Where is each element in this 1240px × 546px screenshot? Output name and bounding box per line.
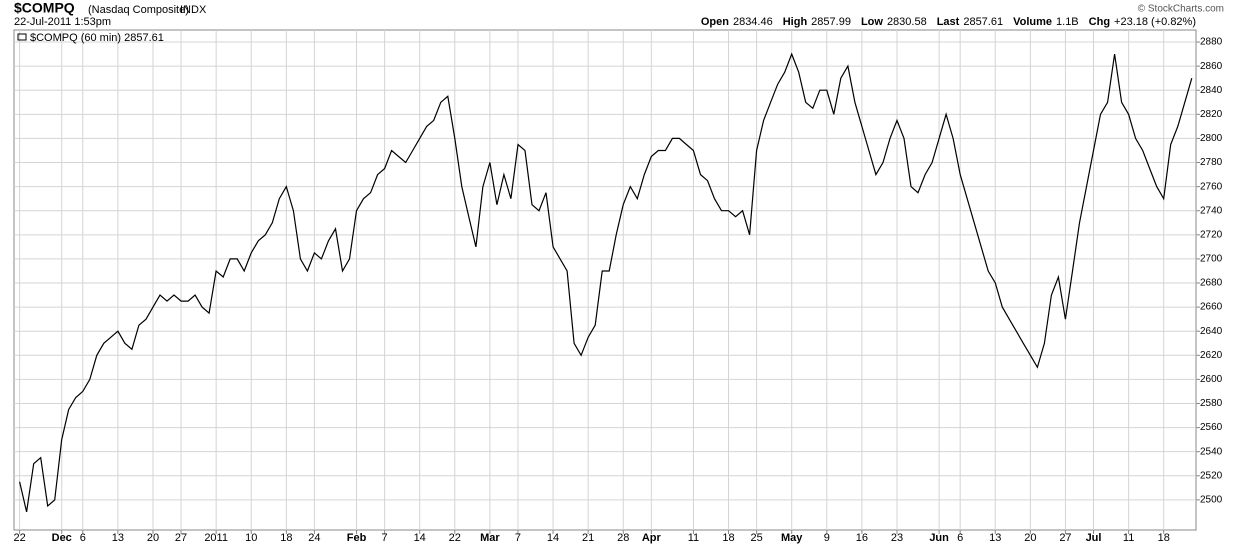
- x-tick-label: 7: [515, 532, 521, 544]
- y-tick-label: 2600: [1200, 374, 1223, 385]
- stat-label: Volume: [1013, 16, 1052, 28]
- x-tick-label: 16: [856, 532, 868, 544]
- stat-label: Last: [937, 16, 960, 28]
- x-tick-label: 2011: [204, 532, 228, 544]
- y-tick-label: 2820: [1200, 109, 1223, 120]
- plot-frame: [13, 29, 1197, 531]
- stat-label: Chg: [1089, 16, 1110, 28]
- x-tick-label: 18: [1158, 532, 1170, 544]
- price-line: [19, 52, 1193, 513]
- x-tick-label: 6: [80, 532, 86, 544]
- stat-label: Open: [701, 16, 729, 28]
- x-tick-label: 27: [175, 532, 187, 544]
- y-tick-label: 2620: [1200, 350, 1223, 361]
- x-tick-label: 13: [112, 532, 124, 544]
- x-tick-label: 13: [989, 532, 1001, 544]
- y-tick-label: 2660: [1200, 302, 1223, 313]
- y-tick-label: 2780: [1200, 157, 1223, 168]
- x-tick-label: 14: [547, 532, 559, 544]
- y-tick-label: 2640: [1200, 326, 1223, 337]
- y-tick-label: 2680: [1200, 278, 1223, 289]
- x-tick-label: Jun: [929, 532, 949, 544]
- y-tick-label: 2580: [1200, 398, 1223, 409]
- y-tick-label: 2520: [1200, 470, 1223, 481]
- x-tick-label: 18: [722, 532, 734, 544]
- x-tick-label: 20: [1024, 532, 1036, 544]
- x-tick-label: Jul: [1086, 532, 1102, 544]
- x-tick-label: 23: [891, 532, 903, 544]
- stat-value: +23.18 (+0.82%): [1114, 16, 1196, 28]
- x-tick-label: 14: [414, 532, 426, 544]
- copyright: © StockCharts.com: [1138, 4, 1224, 15]
- y-tick-label: 2720: [1200, 229, 1223, 240]
- x-tick-label: 27: [1059, 532, 1071, 544]
- stat-label: Low: [861, 16, 883, 28]
- y-tick-label: 2880: [1200, 37, 1223, 48]
- x-tick-label: 18: [280, 532, 292, 544]
- x-tick-label: Dec: [52, 532, 72, 544]
- x-tick-label: Feb: [347, 532, 367, 544]
- y-tick-label: 2740: [1200, 205, 1223, 216]
- y-tick-label: 2860: [1200, 61, 1223, 72]
- x-tick-label: 10: [245, 532, 257, 544]
- x-tick-label: 11: [1123, 532, 1134, 544]
- x-tick-label: 25: [750, 532, 762, 544]
- y-tick-label: 2540: [1200, 446, 1223, 457]
- x-tick-label: 20: [147, 532, 159, 544]
- x-tick-label: Mar: [480, 532, 500, 544]
- x-tick-label: 28: [617, 532, 629, 544]
- x-tick-label: 6: [957, 532, 963, 544]
- x-tick-label: Apr: [642, 532, 662, 544]
- x-tick-label: 11: [688, 532, 699, 544]
- y-tick-label: 2840: [1200, 85, 1223, 96]
- legend-swatch: [17, 33, 27, 41]
- stat-label: High: [783, 16, 808, 28]
- symbol: $COMPQ: [14, 0, 75, 16]
- x-tick-label: 22: [449, 532, 461, 544]
- stat-value: 2857.99: [811, 16, 851, 28]
- x-tick-label: 22: [13, 532, 25, 544]
- y-tick-label: 2760: [1200, 181, 1223, 192]
- x-tick-label: 9: [824, 532, 830, 544]
- stat-value: 2857.61: [963, 16, 1003, 28]
- x-tick-label: May: [781, 532, 803, 544]
- y-tick-label: 2560: [1200, 422, 1223, 433]
- exchange: INDX: [180, 4, 207, 16]
- y-tick-label: 2700: [1200, 254, 1223, 265]
- date: 22-Jul-2011 1:53pm: [14, 16, 111, 28]
- stat-value: 2834.46: [733, 16, 773, 28]
- x-tick-label: 7: [382, 532, 388, 544]
- index-name: (Nasdaq Composite): [88, 4, 189, 16]
- x-tick-label: 24: [308, 532, 320, 544]
- stat-value: 1.1B: [1056, 16, 1079, 28]
- x-tick-label: 21: [582, 532, 594, 544]
- y-tick-label: 2500: [1200, 495, 1223, 506]
- y-tick-label: 2800: [1200, 133, 1223, 144]
- stat-value: 2830.58: [887, 16, 927, 28]
- legend-label: $COMPQ (60 min) 2857.61: [30, 32, 164, 44]
